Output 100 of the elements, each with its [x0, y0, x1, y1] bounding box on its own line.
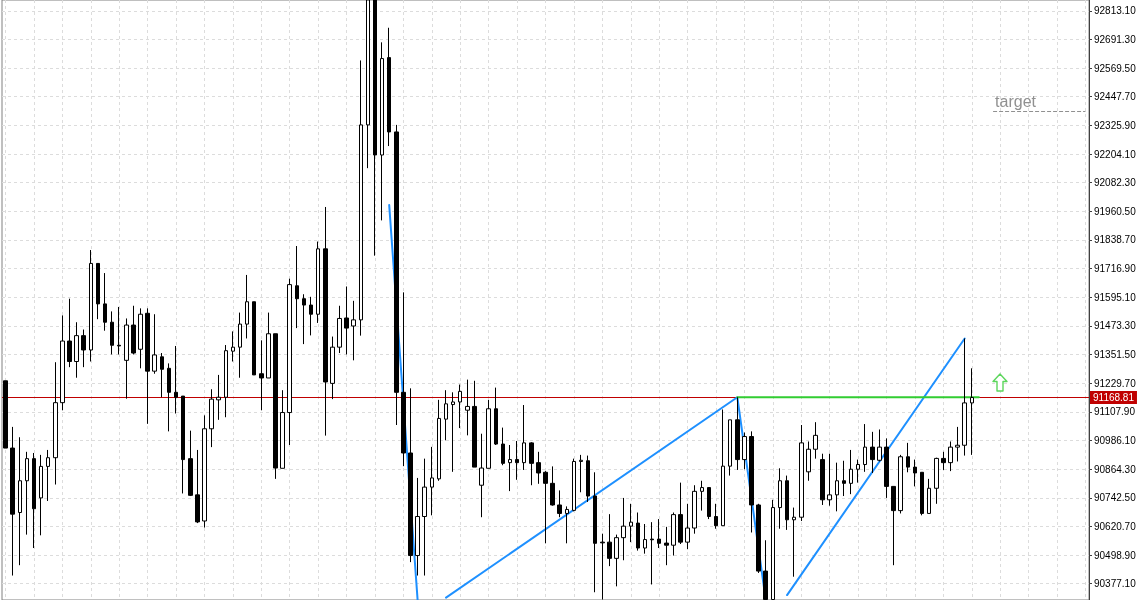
candlestick — [529, 441, 534, 486]
candlestick — [621, 497, 626, 561]
candlestick — [785, 475, 789, 531]
candlestick — [607, 513, 612, 567]
candlestick — [195, 449, 200, 524]
candlestick — [586, 455, 590, 503]
candlestick — [948, 440, 953, 472]
candlestick — [579, 454, 583, 493]
candlestick — [174, 345, 178, 414]
candlestick — [557, 489, 562, 518]
candlestick — [302, 293, 306, 345]
y-tick-label: 90986.10 — [1094, 435, 1137, 447]
candlestick — [444, 389, 448, 441]
candlestick — [238, 312, 242, 379]
candlestick — [10, 426, 15, 577]
candlestick — [408, 387, 413, 563]
candlestick — [792, 507, 796, 578]
candlestick — [287, 278, 292, 446]
candlestick — [799, 424, 804, 522]
candlestick — [565, 505, 569, 544]
candlestick — [25, 451, 29, 536]
candlestick — [451, 391, 455, 473]
candlestick — [707, 487, 711, 520]
candlestick — [700, 480, 704, 512]
candlestick — [536, 451, 541, 485]
candlestick — [224, 344, 228, 418]
candlestick — [394, 124, 399, 426]
candlestick — [53, 361, 58, 486]
y-tick-label: 90377.10 — [1094, 578, 1137, 590]
candlestick — [636, 512, 640, 552]
candlestick — [572, 458, 576, 512]
ref-line-label: 91168.81 — [1093, 392, 1135, 404]
candlestick — [806, 440, 811, 482]
candlestick — [387, 27, 391, 147]
candlestick — [401, 291, 406, 467]
candlestick — [543, 470, 548, 544]
candlestick — [820, 453, 825, 506]
candlestick — [437, 399, 441, 482]
candlestick — [380, 41, 384, 221]
y-tick-label: 92325.90 — [1094, 119, 1137, 131]
candlestick — [216, 374, 221, 421]
candlestick — [771, 499, 775, 600]
candlestick — [46, 449, 50, 502]
candlestick — [3, 380, 8, 449]
candlestick — [778, 467, 782, 530]
candlestick — [714, 503, 718, 530]
y-tick-label: 90498.90 — [1094, 549, 1137, 561]
y-tick-label: 91838.70 — [1094, 234, 1137, 246]
candlestick — [465, 379, 470, 436]
candlestick — [756, 503, 761, 574]
candlestick — [39, 454, 43, 536]
candlestick — [884, 437, 889, 499]
candlestick — [96, 262, 100, 320]
candlestick — [32, 452, 36, 549]
y-tick-label: 91960.50 — [1094, 205, 1137, 217]
candlestick — [117, 306, 121, 355]
y-tick-label: 92569.50 — [1094, 62, 1137, 74]
candlestick — [763, 539, 768, 600]
y-tick-label: 91473.30 — [1094, 320, 1137, 332]
candlestick — [827, 453, 832, 507]
candlestick — [181, 395, 185, 494]
candlestick — [81, 329, 86, 368]
candlestick — [906, 442, 910, 473]
candlestick — [188, 430, 193, 497]
candlestick — [323, 206, 328, 437]
candlestick — [344, 285, 349, 355]
y-tick-label: 91595.10 — [1094, 291, 1137, 303]
candlestick — [550, 465, 555, 507]
candlestick — [849, 449, 853, 495]
candlestick — [103, 272, 107, 332]
candlestick — [877, 428, 882, 462]
candlestick — [245, 274, 249, 339]
y-tick-label: 90742.50 — [1094, 492, 1137, 504]
y-tick-label: 91716.90 — [1094, 263, 1137, 275]
candlestick — [472, 380, 477, 468]
candlestick — [309, 296, 313, 336]
candlestick — [856, 459, 860, 484]
candlestick — [927, 478, 931, 514]
candlestick — [110, 310, 114, 355]
candlestick — [692, 484, 697, 535]
candlestick — [479, 433, 484, 518]
candlestick — [962, 337, 967, 457]
y-tick-label: 92204.10 — [1094, 148, 1137, 160]
candlestick — [273, 333, 278, 480]
candlestick — [920, 471, 924, 516]
candlestick — [629, 503, 633, 543]
candlestick — [934, 457, 939, 505]
candlestick — [209, 388, 214, 448]
candlestick — [152, 313, 157, 375]
candlestick — [337, 305, 342, 354]
candlestick — [131, 305, 136, 355]
y-tick-label: 92691.30 — [1094, 33, 1137, 45]
candlestick — [89, 249, 93, 363]
candlestick — [593, 471, 597, 593]
candlestick — [735, 396, 740, 471]
ref-line-label: target — [995, 92, 1037, 110]
candlestick — [295, 245, 299, 329]
candlestick — [316, 241, 320, 324]
candlestick — [941, 451, 946, 471]
candlestick — [671, 512, 676, 557]
